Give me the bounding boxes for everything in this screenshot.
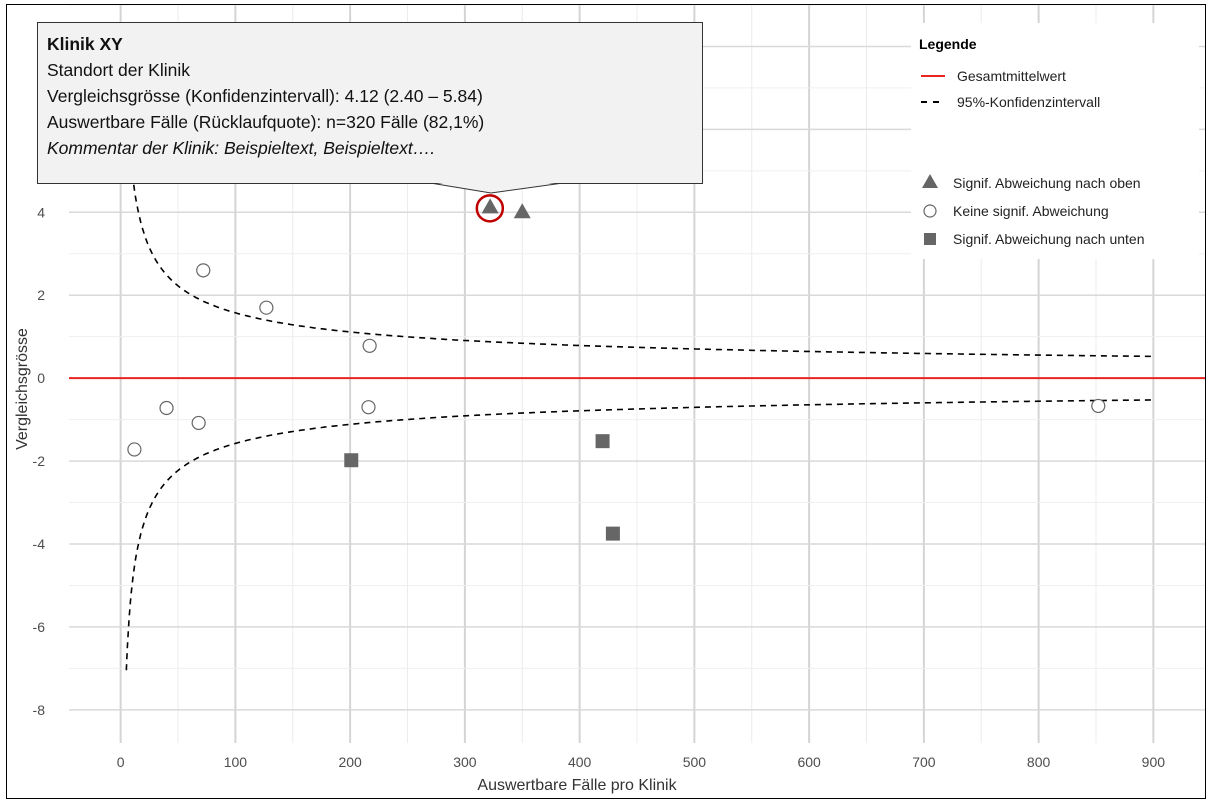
x-tick-label: 100 [224,754,248,770]
confidence-interval [125,86,1154,671]
x-tick-label: 800 [1027,754,1051,770]
y-tick-label: -6 [33,619,46,635]
point-square [344,453,359,468]
x-tick-label: 600 [797,754,821,770]
x-tick-label: 700 [912,754,936,770]
legend-mean-label: Gesamtmittelwert [957,68,1066,84]
tooltip-measure: Vergleichsgrösse (Konfidenzintervall): 4… [47,86,483,106]
y-axis-label: Vergleichsgrösse [14,328,31,450]
legend-square-icon [924,233,936,245]
point-circle [362,338,377,353]
point-circle [191,415,206,431]
scatter-chart: 0 100 200 300 400 500 600 700 800 900-8-6-4-2024 … [14,5,1205,794]
point-circle [259,300,274,315]
data-points [127,194,1106,541]
tooltip-location: Standort der Klinik [47,60,190,80]
point-circle [1091,398,1106,414]
x-tick-label: 500 [683,754,707,770]
point-circle [127,442,142,457]
point-square [605,526,620,541]
axis-ticks: 0 100 200 300 400 500 600 700 800 900 -8 -6 -4 -2 0 2 4 [33,204,1166,770]
legend-up-label: Signif. Abweichung nach oben [953,175,1141,191]
point-circle [361,400,376,415]
y-tick-label: -8 [33,702,46,718]
highlight-ring [475,194,505,223]
legend-circle-icon [923,204,937,218]
ci-lower-line [125,399,1154,671]
y-tick-label: 2 [37,287,45,303]
point-circle [159,400,174,416]
ci-upper-line [125,86,1154,358]
legend-background [911,23,1199,259]
x-tick-label: 300 [453,754,477,770]
tooltip: Klinik XY Standort der Klinik Vergleichs… [37,22,703,184]
legend-none-label: Keine signif. Abweichung [953,203,1109,219]
point-triangle [513,203,531,219]
point-square [595,434,610,449]
y-tick-label: -2 [33,453,46,469]
tooltip-cases: Auswertbare Fälle (Rücklaufquote): n=320… [47,112,485,132]
x-tick-label: 900 [1142,754,1166,770]
x-tick-label: 0 [117,754,125,770]
tooltip-comment: Kommentar der Klinik: Beispieltext, Beis… [47,138,436,158]
point-circle [196,263,211,278]
y-tick-label: 4 [37,204,45,220]
legend-ci-label: 95%-Konfidenzintervall [957,94,1100,110]
y-tick-label: 0 [37,370,45,386]
x-tick-label: 400 [568,754,592,770]
legend: Legende Gesamtmittelwert 95%-Konfidenzin… [911,23,1199,259]
x-tick-label: 200 [338,754,362,770]
legend-triangle-icon [922,174,938,188]
legend-title: Legende [919,36,977,52]
y-tick-label: -4 [33,536,46,552]
chart-frame: 0 100 200 300 400 500 600 700 800 900 -8 -6 -4 -2 0 2 4 … [6,4,1206,799]
x-axis-label: Auswertbare Fälle pro Klinik [477,777,677,794]
legend-down-label: Signif. Abweichung nach unten [953,231,1144,247]
tooltip-title: Klinik XY [47,34,123,54]
point-triangle [481,198,499,214]
